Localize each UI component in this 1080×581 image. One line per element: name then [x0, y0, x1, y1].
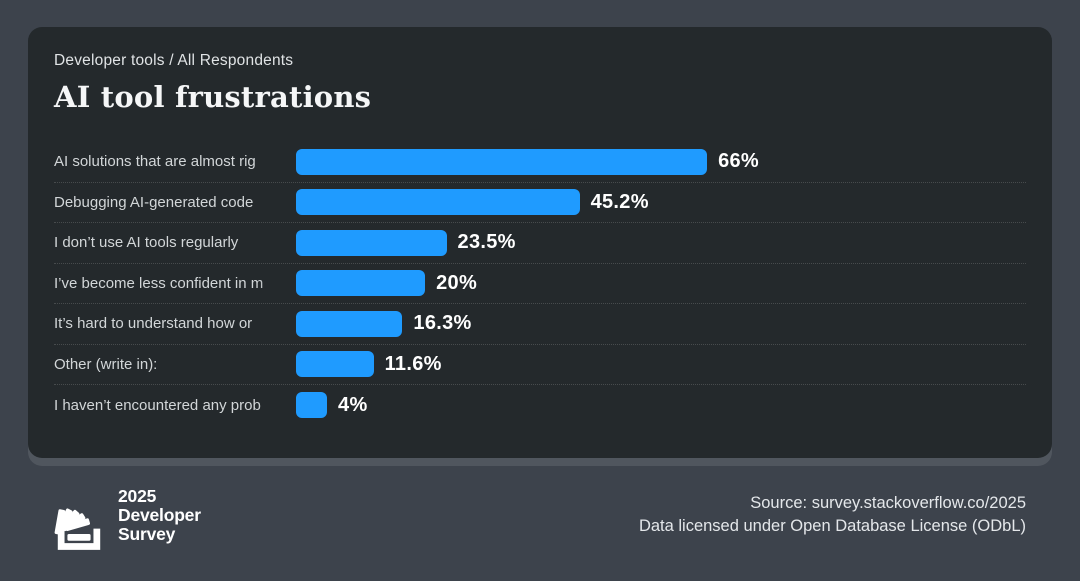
bar	[296, 310, 403, 337]
page-title: AI tool frustrations	[54, 80, 372, 114]
value-label: 66%	[718, 150, 760, 173]
value-label: 16.3%	[413, 312, 472, 335]
chart-row: I don’t use AI tools regularly 23.5%	[54, 223, 1026, 264]
chart-row: Debugging AI-generated code 45.2%	[54, 183, 1026, 223]
bar	[296, 229, 447, 256]
source-url: Source: survey.stackoverflow.co/2025	[750, 494, 1026, 512]
logo-wordmark: 2025 Developer Survey	[118, 487, 201, 544]
logo-line-developer: Developer	[118, 505, 201, 525]
chart-row: Other (write in): 11.6%	[54, 345, 1026, 385]
category-label: I’ve become less confident in m	[54, 274, 264, 292]
value-label: 4%	[338, 393, 368, 416]
value-label: 23.5%	[457, 231, 516, 254]
category-label: It’s hard to understand how or	[54, 315, 253, 333]
bar	[296, 148, 708, 175]
category-label: I haven’t encountered any prob	[54, 396, 261, 414]
value-label: 11.6%	[384, 352, 442, 375]
chart-row: It’s hard to understand how or 16.3%	[54, 304, 1026, 345]
chart-row: I’ve become less confident in m 20%	[54, 264, 1026, 304]
chart-card: Developer tools / All Respondents AI too…	[28, 27, 1052, 458]
stackoverflow-icon	[54, 508, 101, 550]
bar	[296, 392, 328, 419]
chart-row: AI solutions that are almost rig 66%	[54, 142, 1026, 183]
category-label: I don’t use AI tools regularly	[54, 234, 239, 252]
footer: 2025 Developer Survey Source: survey.sta…	[52, 484, 1026, 554]
value-label: 20%	[436, 271, 478, 294]
category-label: Debugging AI-generated code	[54, 193, 254, 211]
logo-line-survey: Survey	[118, 524, 176, 544]
category-label: Other (write in):	[54, 355, 158, 373]
source-attribution: Source: survey.stackoverflow.co/2025 Dat…	[639, 492, 1026, 538]
category-label: AI solutions that are almost rig	[54, 153, 256, 171]
bar	[296, 270, 426, 297]
survey-logo: 2025 Developer Survey	[52, 484, 201, 554]
bar	[296, 351, 374, 378]
value-label: 45.2%	[590, 190, 649, 213]
logo-line-year: 2025	[118, 486, 157, 506]
bar-chart: AI solutions that are almost rig 66% Debug…	[54, 142, 1026, 426]
chart-subtitle: Developer tools / All Respondents	[54, 52, 294, 69]
chart-row: I haven’t encountered any prob 4%	[54, 385, 1026, 426]
license-note: Data licensed under Open Database Licens…	[638, 517, 1026, 535]
bar	[296, 189, 580, 216]
